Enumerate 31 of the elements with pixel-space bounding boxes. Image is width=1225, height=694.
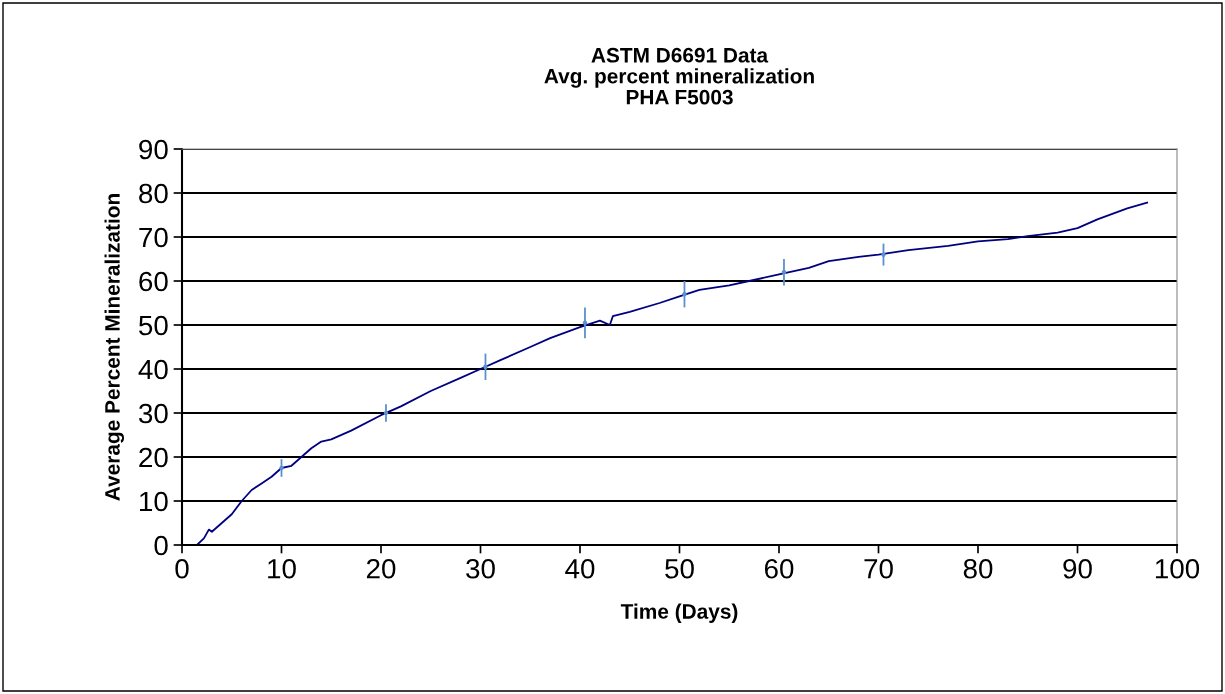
y-tick-label: 0 — [154, 535, 168, 556]
x-tick-label: 100 — [1155, 558, 1200, 579]
x-tick-label: 30 — [466, 558, 495, 579]
y-tick-label: 10 — [140, 491, 168, 512]
x-tick-label: 50 — [665, 558, 694, 579]
point — [383, 410, 389, 416]
point — [781, 269, 787, 275]
x-tick-label: 80 — [963, 558, 993, 579]
point — [483, 364, 488, 370]
point — [682, 291, 687, 297]
y-tick-label: 20 — [139, 447, 168, 468]
x-axis-title: Time (Days) — [620, 603, 738, 623]
y-tick-label: 70 — [139, 227, 168, 248]
y-axis-title: Average Percent Mineralization — [104, 194, 125, 501]
x-tick-label: 60 — [764, 558, 794, 579]
x-tick-label: 20 — [366, 558, 396, 579]
x-tick-label: 90 — [1063, 558, 1092, 579]
point — [279, 465, 284, 471]
y-tick-label: 60 — [139, 271, 168, 292]
point — [582, 320, 588, 326]
y-tick-label: 50 — [139, 315, 168, 336]
x-tick-label: 0 — [175, 558, 189, 579]
chart-title: ASTM D6691 Data Avg. percent mineralization PHA F5003 — [544, 47, 814, 105]
x-tick-label: 40 — [565, 558, 595, 579]
y-tick-label: 40 — [138, 359, 168, 380]
y-tick-label: 80 — [139, 183, 168, 204]
y-tick-label: 30 — [138, 403, 168, 424]
x-tick-label: 70 — [864, 558, 893, 579]
x-tick-label: 10 — [268, 558, 296, 579]
y-tick-label: 90 — [139, 139, 168, 160]
point — [881, 252, 886, 257]
